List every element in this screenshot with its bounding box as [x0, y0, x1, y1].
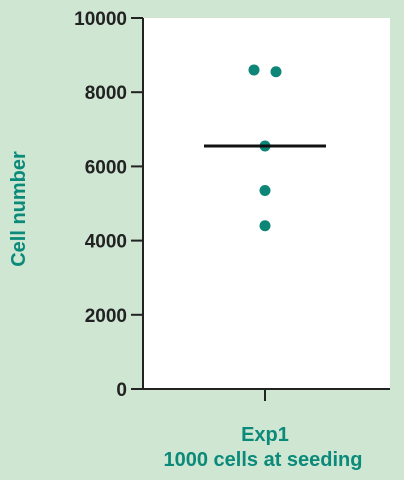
- y-tick-label: 6000: [85, 157, 127, 178]
- data-point: [270, 66, 282, 78]
- y-axis: 0 2000 4000 6000 8000 10000: [74, 9, 144, 401]
- y-tick-label: 10000: [74, 9, 127, 30]
- y-tick-label: 8000: [85, 83, 127, 104]
- y-tick-label: 2000: [85, 306, 127, 327]
- plot-area: [143, 18, 390, 389]
- y-axis-title: Cell number: [8, 151, 30, 267]
- data-point: [248, 64, 260, 76]
- x-axis: [143, 388, 390, 401]
- x-axis-title-line-1: Exp1: [241, 424, 289, 446]
- data-point: [259, 185, 271, 197]
- data-point: [259, 220, 271, 232]
- y-tick-label: 0: [116, 380, 127, 401]
- x-axis-title-line-2: 1000 cells at seeding: [163, 449, 362, 471]
- y-tick-label: 4000: [85, 232, 127, 253]
